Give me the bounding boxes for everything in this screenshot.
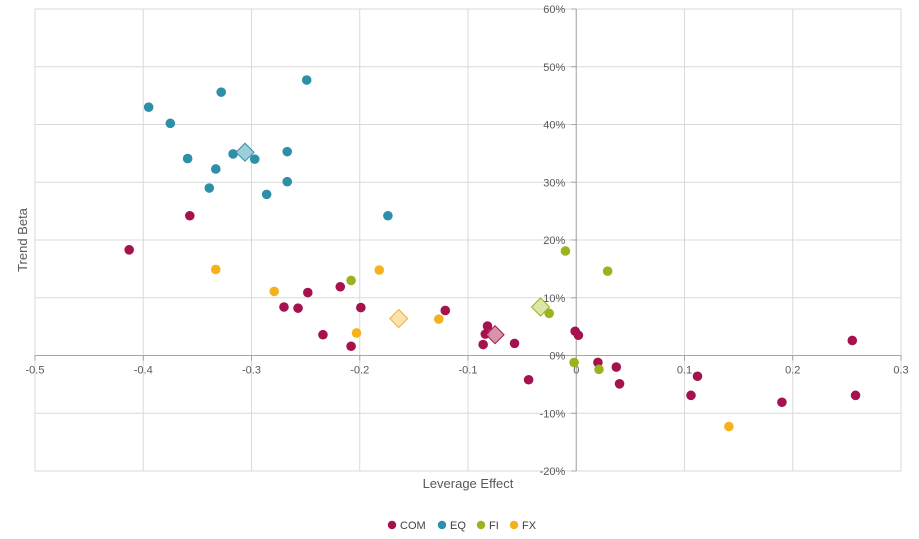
data-point-com [692, 371, 703, 382]
legend-marker-eq [437, 520, 447, 530]
data-point-com [335, 281, 346, 292]
data-point-eq [261, 189, 272, 200]
data-point-eq [143, 102, 154, 112]
data-point-com [279, 302, 289, 312]
data-point-com [777, 397, 787, 408]
data-point-com [318, 329, 328, 340]
data-point-eq [282, 146, 293, 157]
legend-marker-fi [476, 520, 486, 530]
data-point-fx [374, 265, 385, 275]
data-point-fi [602, 266, 613, 276]
x-tick-label: -0.4 [134, 365, 153, 377]
data-points [124, 75, 861, 432]
x-tick-label: 0.3 [893, 365, 908, 377]
data-point-com [686, 390, 696, 401]
data-point-com [847, 335, 858, 346]
data-point-com [346, 341, 356, 352]
data-point-com [356, 302, 366, 313]
y-tick-label: -20% [540, 466, 566, 478]
data-point-com [478, 339, 488, 350]
y-tick-label: 10% [543, 293, 565, 305]
data-point-com [611, 362, 622, 372]
x-tick-label: -0.2 [350, 365, 369, 377]
data-point-com [850, 390, 861, 401]
x-tick-labels: -0.5 -0.4 -0.3 -0.2 -0.1 0 0.1 0.2 0.3 [26, 365, 909, 377]
x-tick-label: -0.3 [242, 365, 261, 377]
y-tick-label: 50% [543, 62, 565, 74]
average-marker-fi [530, 297, 551, 317]
y-tick-label: 60% [543, 4, 565, 16]
data-point-eq [204, 183, 215, 193]
data-point-fi [569, 357, 579, 368]
average-markers [235, 142, 551, 345]
data-point-eq [301, 75, 312, 85]
data-point-eq [216, 87, 226, 97]
data-point-com [509, 338, 520, 349]
data-point-eq [249, 154, 260, 164]
legend: COM EQ FI FX [387, 520, 537, 532]
y-tick-label: 0% [549, 351, 565, 363]
data-point-fx [351, 328, 362, 338]
data-point-eq [165, 118, 176, 129]
axes [34, 8, 902, 472]
data-point-eq [182, 153, 193, 164]
y-tick-label: 20% [543, 235, 565, 247]
legend-label-com: COM [400, 520, 426, 532]
data-point-fi [346, 275, 356, 286]
data-point-com [523, 374, 534, 385]
data-point-com [440, 305, 451, 316]
legend-label-fi: FI [489, 520, 499, 532]
data-point-fi [560, 246, 571, 256]
x-tick-label: 0 [573, 365, 579, 377]
data-point-com [293, 303, 303, 313]
x-tick-label: -0.5 [26, 365, 45, 377]
y-tick-label: 30% [543, 177, 565, 189]
y-tick-labels: -20% -10% 0% 10% 20% 30% 40% 50% 60% [540, 4, 566, 478]
data-point-fx [210, 264, 221, 275]
legend-label-eq: EQ [450, 520, 466, 532]
data-point-com [184, 210, 195, 221]
data-point-com [614, 378, 625, 389]
data-point-fx [724, 421, 734, 432]
average-marker-eq [235, 142, 255, 162]
gridlines [34, 8, 902, 472]
data-point-com [573, 330, 584, 341]
y-tick-label: -10% [540, 408, 566, 420]
legend-label-fx: FX [522, 520, 537, 532]
data-point-com [482, 321, 493, 331]
x-tick-label: -0.1 [459, 365, 478, 377]
x-tick-label: 0.2 [785, 365, 800, 377]
average-marker-com [485, 325, 505, 345]
y-tick-label: 40% [543, 120, 565, 132]
data-point-fi [544, 308, 554, 319]
legend-marker-fx [509, 520, 519, 530]
data-point-eq [282, 176, 293, 187]
x-tick-label: 0.1 [677, 365, 692, 377]
legend-marker-com [387, 520, 397, 530]
y-axis-title: Trend Beta [15, 207, 30, 272]
data-point-fx [269, 286, 280, 297]
data-point-fi [594, 364, 604, 375]
data-point-eq [210, 164, 221, 174]
average-marker-fx [389, 308, 409, 329]
data-point-com [302, 287, 313, 298]
x-axis-title: Leverage Effect [423, 476, 514, 491]
data-point-com [124, 245, 134, 255]
data-point-fx [433, 314, 444, 324]
data-point-eq [383, 210, 393, 221]
data-point-eq [228, 149, 238, 159]
